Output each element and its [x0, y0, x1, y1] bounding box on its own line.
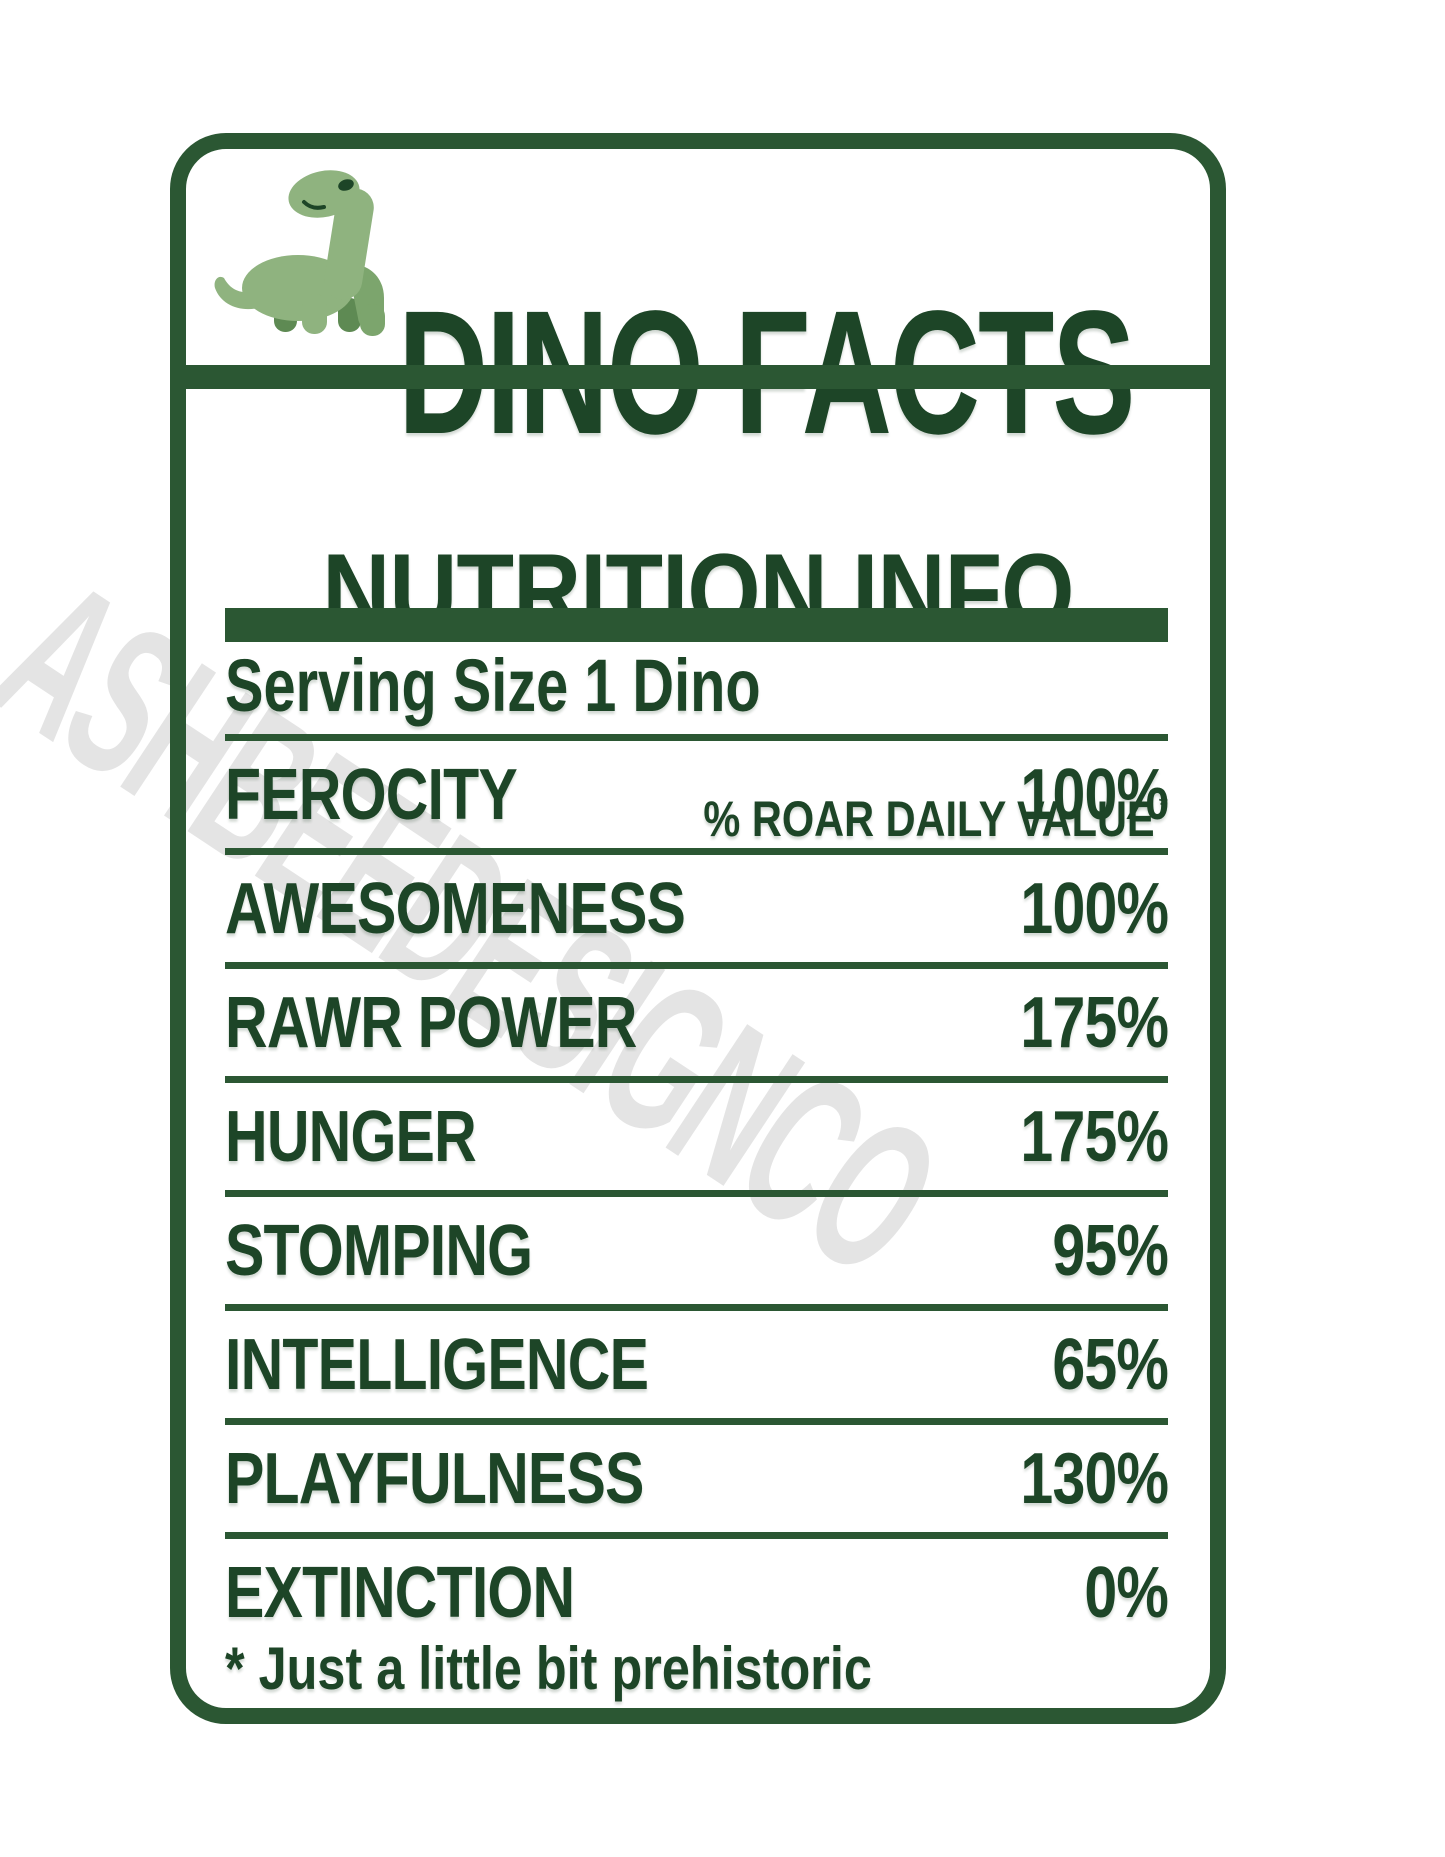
row-value: 95%: [1052, 1210, 1169, 1291]
serving-size-line: Serving Size 1 Dino: [225, 649, 912, 723]
stats-table: FEROCITY 100% AWESOMENESS 100% RAWR POWE…: [225, 734, 1169, 1646]
row-divider: [225, 962, 1168, 969]
row-divider: [225, 1076, 1168, 1083]
table-row: EXTINCTION 0%: [225, 1532, 1169, 1646]
row-label: PLAYFULNESS: [225, 1438, 644, 1519]
serving-size-text: Serving Size 1 Dino: [225, 644, 761, 727]
row-label: INTELLIGENCE: [225, 1324, 649, 1405]
daily-value-asterisk: *: [1158, 792, 1168, 819]
table-row: AWESOMENESS 100%: [225, 848, 1169, 962]
roar-daily-value-text: % ROAR DAILY VALUE: [703, 791, 1155, 847]
table-row: FEROCITY 100%: [225, 734, 1169, 848]
header-divider-band: [186, 365, 1210, 389]
table-row: INTELLIGENCE 65%: [225, 1304, 1169, 1418]
row-divider: [225, 1418, 1168, 1425]
row-value: 100%: [1020, 754, 1169, 835]
footnote-text: * Just a little bit prehistoric: [225, 1635, 872, 1702]
row-label: STOMPING: [225, 1210, 533, 1291]
nutrition-label-card: DINO FACTS NUTRITION INFO Serving Size 1…: [170, 133, 1226, 1724]
thick-separator-bar: [225, 608, 1168, 642]
footnote: * Just a little bit prehistoric: [225, 1639, 995, 1699]
row-divider: [225, 1190, 1168, 1197]
row-value: 100%: [1020, 868, 1169, 949]
row-value: 130%: [1020, 1438, 1169, 1519]
row-divider: [225, 848, 1168, 855]
row-value: 0%: [1084, 1552, 1169, 1633]
row-value: 175%: [1020, 982, 1169, 1063]
roar-daily-value-line: % ROAR DAILY VALUE *: [611, 791, 1168, 847]
row-value: 65%: [1052, 1324, 1169, 1405]
row-label: EXTINCTION: [225, 1552, 575, 1633]
table-row: RAWR POWER 175%: [225, 962, 1169, 1076]
row-divider: [225, 734, 1168, 741]
sauropod-dino-icon: [214, 170, 385, 336]
row-label: FEROCITY: [225, 754, 518, 835]
table-row: STOMPING 95%: [225, 1190, 1169, 1304]
row-label: HUNGER: [225, 1096, 477, 1177]
row-divider: [225, 1532, 1168, 1539]
row-label: RAWR POWER: [225, 982, 637, 1063]
row-divider: [225, 1304, 1168, 1311]
table-row: HUNGER 175%: [225, 1076, 1169, 1190]
row-value: 175%: [1020, 1096, 1169, 1177]
row-label: AWESOMENESS: [225, 868, 686, 949]
table-row: PLAYFULNESS 130%: [225, 1418, 1169, 1532]
